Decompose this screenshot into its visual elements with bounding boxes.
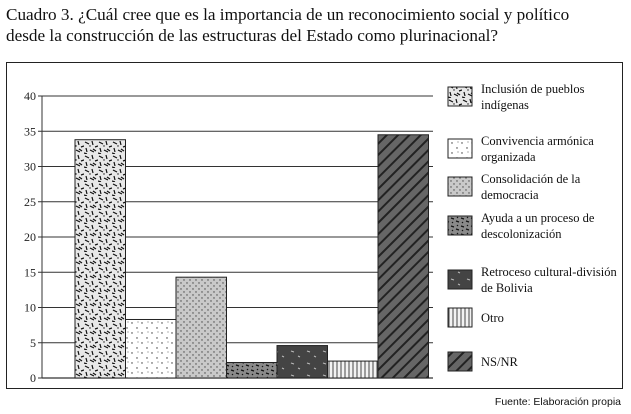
legend-label-5-line-2: de Bolivia: [481, 281, 533, 295]
legend: Inclusión de pueblos indígenas Convivencia…: [447, 82, 617, 372]
legend-swatch-3: [447, 176, 473, 197]
legend-swatch-4: [447, 215, 473, 236]
legend-swatch-1: [447, 86, 473, 107]
legend-label-2-line-1: Convivencia armónica: [481, 134, 594, 148]
tick-label-35: 35: [24, 124, 36, 138]
legend-label-3-line-1: Consolidación de la: [481, 172, 581, 186]
source-note: Fuente: Elaboración propia: [494, 396, 621, 408]
tick-label-10: 10: [24, 301, 36, 315]
chart-frame: [6, 62, 623, 389]
legend-swatch-5: [447, 269, 473, 290]
tick-label-0: 0: [30, 371, 36, 385]
legend-label-1-line-2: indígenas: [481, 98, 529, 112]
tick-label-30: 30: [24, 160, 36, 174]
legend-swatch-7: [447, 351, 473, 372]
legend-label-7-line-1: NS/NR: [481, 355, 518, 369]
bar-5: [276, 345, 328, 379]
bar-6: [327, 360, 379, 379]
legend-swatch-6: [447, 307, 473, 328]
legend-label-4-line-1: Ayuda a un proceso de: [481, 211, 595, 225]
legend-label-1-line-1: Inclusión de pueblos: [481, 82, 585, 96]
caption-line-2: desde la construcción de las estructuras…: [6, 26, 499, 45]
legend-label-2-line-2: organizada: [481, 150, 536, 164]
legend-label-5-line-1: Retroceso cultural-división: [481, 265, 617, 279]
y-axis-ticks: 0 5 10 15 20 25 30 35 40: [24, 89, 43, 385]
tick-label-5: 5: [30, 336, 36, 350]
legend-label-4-line-2: descolonización: [481, 227, 562, 241]
caption-line-1: Cuadro 3. ¿Cuál cree que es la importanc…: [6, 5, 570, 24]
legend-swatch-2: [447, 138, 473, 159]
bar-1: [74, 139, 126, 379]
tick-label-15: 15: [24, 265, 36, 279]
bar-3: [175, 276, 227, 379]
chart-caption: Cuadro 3. ¿Cuál cree que es la importanc…: [6, 4, 626, 46]
tick-label-20: 20: [24, 230, 36, 244]
bar-2: [125, 318, 177, 379]
tick-label-25: 25: [24, 195, 36, 209]
legend-label-3-line-2: democracia: [481, 188, 539, 202]
bar-4: [226, 361, 278, 379]
bars: [74, 134, 429, 379]
tick-label-40: 40: [24, 89, 36, 103]
legend-label-6-line-1: Otro: [481, 311, 504, 325]
bar-7: [377, 134, 429, 379]
